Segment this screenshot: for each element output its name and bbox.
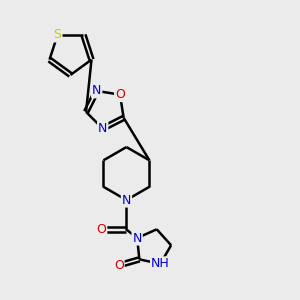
Text: O: O [97,223,106,236]
Text: N: N [122,194,131,207]
Text: O: O [115,88,125,101]
Text: N: N [132,232,142,244]
Text: S: S [53,28,62,41]
Text: NH: NH [151,257,170,270]
Text: O: O [114,259,124,272]
Text: N: N [92,84,101,98]
Text: N: N [98,122,107,135]
